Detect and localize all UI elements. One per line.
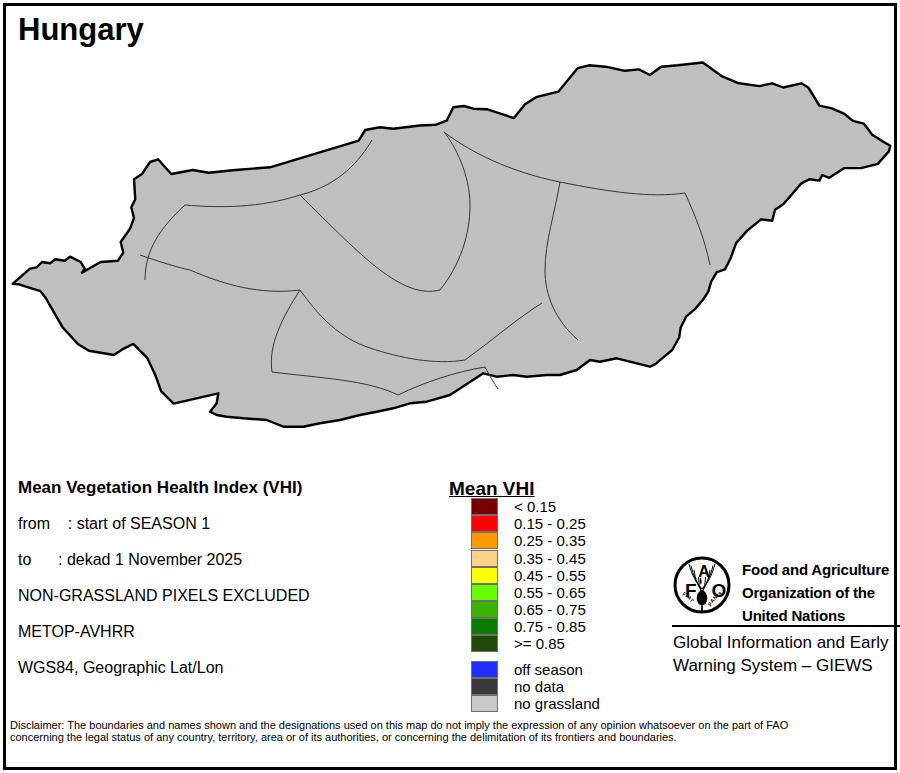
svg-text:A: A: [698, 563, 710, 580]
